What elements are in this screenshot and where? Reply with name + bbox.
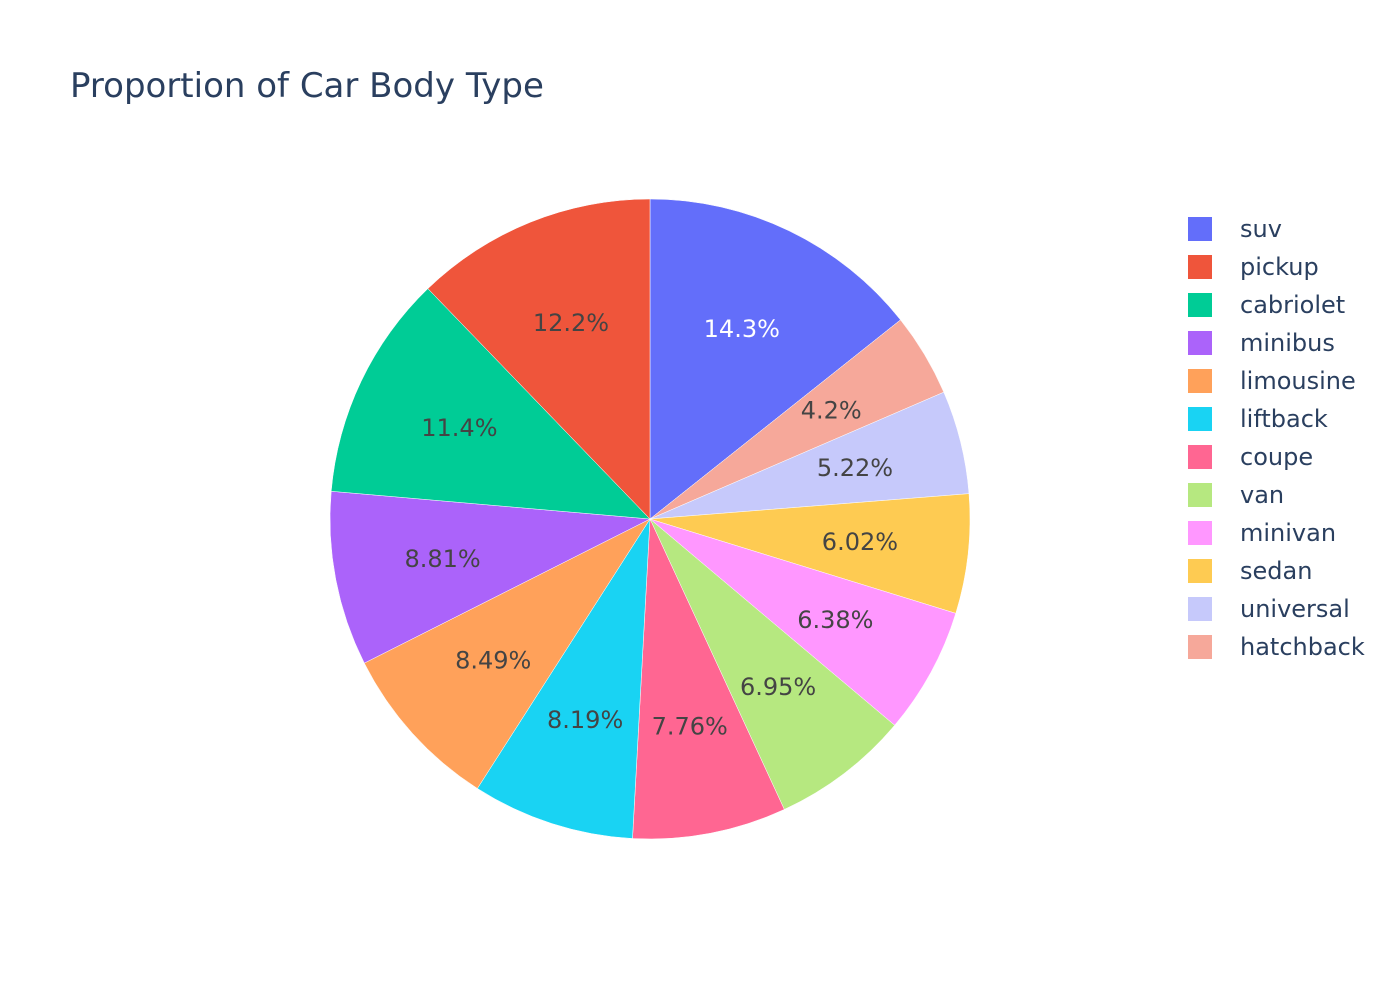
slice-label-pickup: 12.2% [533, 309, 609, 337]
legend-item-pickup[interactable]: pickup [1188, 248, 1365, 286]
legend-item-suv[interactable]: suv [1188, 210, 1365, 248]
pie-labels: 14.3% 4.2% 5.22% 6.02% 6.38% 6.95% 7.76% 8.19% 8… [404, 309, 898, 740]
legend-label: minibus [1240, 329, 1335, 357]
legend-swatch [1188, 217, 1212, 241]
legend-label: pickup [1240, 253, 1319, 281]
slice-label-cabriolet: 11.4% [421, 414, 497, 442]
legend: suv pickup cabriolet minibus limousine liftba… [1188, 210, 1365, 666]
legend-swatch [1188, 635, 1212, 659]
slice-label-van: 6.95% [740, 673, 816, 701]
legend-label: limousine [1240, 367, 1356, 395]
legend-label: liftback [1240, 405, 1328, 433]
slice-label-liftback: 8.19% [547, 706, 623, 734]
legend-item-coupe[interactable]: coupe [1188, 438, 1365, 476]
legend-label: cabriolet [1240, 291, 1346, 319]
pie-slice-suv[interactable] [649, 198, 901, 520]
slice-label-minivan: 6.38% [797, 606, 873, 634]
legend-label: van [1240, 481, 1285, 509]
slice-label-suv: 14.3% [704, 315, 780, 343]
legend-label: sedan [1240, 557, 1313, 585]
legend-swatch [1188, 255, 1212, 279]
legend-label: hatchback [1240, 633, 1365, 661]
pie-slice-sedan[interactable] [649, 493, 971, 614]
slice-label-sedan: 6.02% [822, 528, 898, 556]
pie-slice-minivan[interactable] [649, 518, 957, 726]
legend-swatch [1188, 369, 1212, 393]
legend-label: minivan [1240, 519, 1337, 547]
pie-slice-liftback[interactable] [477, 518, 651, 839]
legend-swatch [1188, 407, 1212, 431]
slice-label-universal: 5.22% [817, 454, 893, 482]
legend-swatch [1188, 331, 1212, 355]
pie-slice-minibus[interactable] [329, 490, 651, 664]
pie-slice-van[interactable] [649, 518, 895, 810]
legend-swatch [1188, 521, 1212, 545]
legend-item-minivan[interactable]: minivan [1188, 514, 1365, 552]
legend-item-limousine[interactable]: limousine [1188, 362, 1365, 400]
pie-slice-pickup[interactable] [427, 198, 651, 520]
legend-item-sedan[interactable]: sedan [1188, 552, 1365, 590]
pie-slice-cabriolet[interactable] [330, 288, 651, 520]
legend-label: coupe [1240, 443, 1314, 471]
chart-title: Proportion of Car Body Type [70, 66, 544, 106]
pie-slices [329, 198, 971, 840]
legend-label: suv [1240, 215, 1282, 243]
slice-label-coupe: 7.76% [652, 712, 728, 740]
legend-item-van[interactable]: van [1188, 476, 1365, 514]
slice-label-minibus: 8.81% [404, 545, 480, 573]
legend-swatch [1188, 293, 1212, 317]
legend-item-minibus[interactable]: minibus [1188, 324, 1365, 362]
slice-label-hatchback: 4.2% [801, 396, 862, 424]
legend-item-universal[interactable]: universal [1188, 590, 1365, 628]
legend-swatch [1188, 559, 1212, 583]
pie-slice-limousine[interactable] [363, 518, 651, 789]
slice-label-limousine: 8.49% [455, 646, 531, 674]
legend-swatch [1188, 483, 1212, 507]
legend-swatch [1188, 445, 1212, 469]
legend-item-hatchback[interactable]: hatchback [1188, 628, 1365, 666]
legend-swatch [1188, 597, 1212, 621]
legend-item-cabriolet[interactable]: cabriolet [1188, 286, 1365, 324]
pie-slice-coupe[interactable] [632, 518, 785, 840]
legend-item-liftback[interactable]: liftback [1188, 400, 1365, 438]
legend-label: universal [1240, 595, 1350, 623]
